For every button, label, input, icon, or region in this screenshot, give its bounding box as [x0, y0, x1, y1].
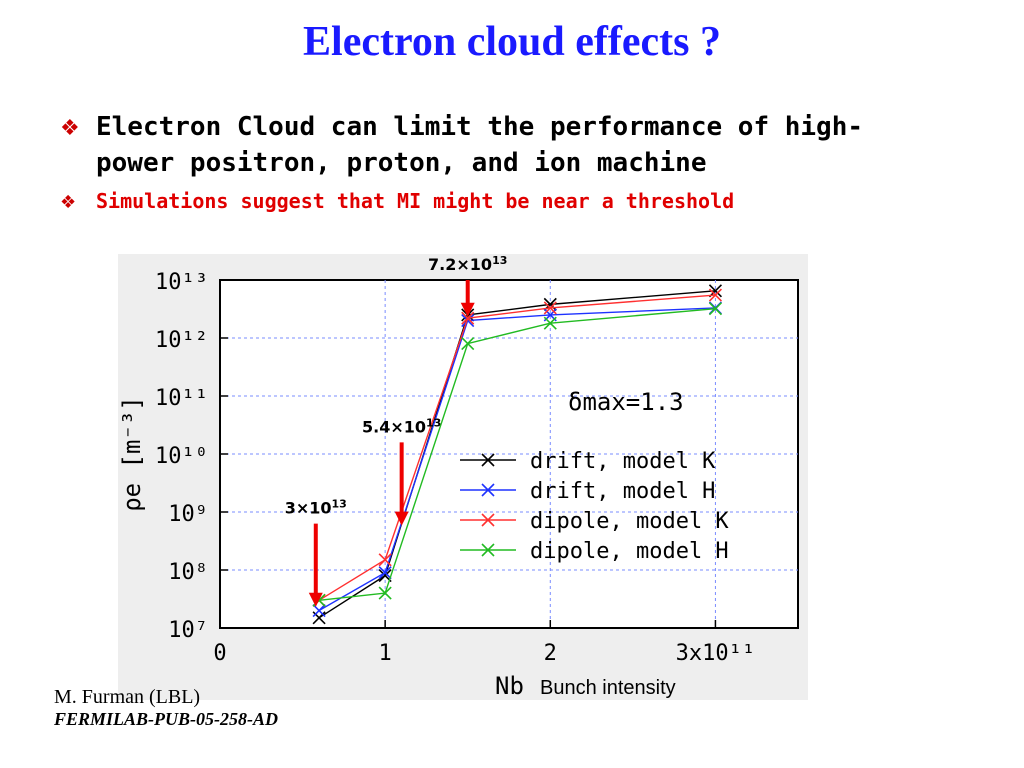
y-axis-label: ρe [m⁻³] [118, 396, 146, 512]
x-tick-label: 0 [213, 641, 226, 666]
legend-marker-3 [481, 513, 495, 527]
legend-marker-1 [481, 453, 495, 467]
y-tick-label: 10¹³ [155, 270, 208, 295]
credit-reference: FERMILAB-PUB-05-258-AD [54, 709, 279, 729]
legend-marker-4 [481, 543, 495, 557]
threshold-arrowhead-1 [308, 592, 323, 607]
series-point-3 [708, 288, 722, 302]
legend-label-3: dipole, model K [530, 509, 729, 534]
series-point-1 [378, 569, 392, 583]
series-point-4 [543, 316, 557, 330]
y-tick-label: 10¹⁰ [155, 444, 208, 469]
credit-author: M. Furman (LBL) [54, 686, 201, 708]
y-tick-label: 10¹² [155, 328, 208, 353]
diamond-bullet-icon: ❖ [60, 116, 80, 141]
x-tick-label: 3x10¹¹ [676, 641, 755, 666]
delta-max-annotation: δmax=1.3 [568, 388, 684, 416]
x-axis-extra-label: Bunch intensity [540, 677, 676, 699]
diamond-bullet-icon: ❖ [60, 192, 77, 213]
series-point-3 [461, 311, 475, 325]
bullet-text: Simulations suggest that MI might be nea… [96, 189, 735, 213]
series-point-2 [312, 603, 326, 618]
x-tick-label: 2 [544, 641, 557, 666]
y-tick-label: 10⁸ [168, 560, 208, 585]
bullet-text-line1: Electron Cloud can limit the performance… [96, 112, 864, 142]
legend-label-2: drift, model H [530, 479, 715, 504]
threshold-label-2: 5.4×1013 [362, 416, 441, 436]
threshold-arrowhead-2 [394, 511, 409, 526]
series-point-3 [378, 553, 392, 567]
legend-marker-2 [481, 483, 495, 497]
bullet-text-line2: power positron, proton, and ion machine [96, 148, 707, 178]
bullet-simulations: ❖ Simulations suggest that MI might be ne… [60, 188, 734, 216]
y-tick-label: 10¹¹ [155, 386, 208, 411]
threshold-label-3: 7.2×1013 [428, 254, 507, 274]
threshold-arrowhead-3 [460, 302, 475, 317]
bullet-electron-cloud: ❖ Electron Cloud can limit the performanc… [60, 110, 960, 180]
y-tick-label: 10⁹ [168, 502, 208, 527]
legend-label-4: dipole, model H [530, 539, 729, 564]
x-tick-label: 1 [379, 641, 392, 666]
series-point-4 [708, 302, 722, 316]
series-point-3 [543, 301, 557, 315]
series-point-4 [461, 337, 475, 351]
series-point-2 [461, 313, 475, 328]
threshold-label-1: 3×1013 [285, 498, 347, 518]
series-point-2 [378, 566, 392, 580]
y-tick-label: 10⁷ [168, 618, 208, 643]
series-point-4 [378, 586, 392, 600]
credit-block: M. Furman (LBL) FERMILAB-PUB-05-258-AD [54, 686, 278, 730]
slide-title: Electron cloud effects ? [303, 19, 721, 65]
legend-label-1: drift, model K [530, 449, 716, 474]
x-axis-label: Nb [495, 672, 524, 700]
